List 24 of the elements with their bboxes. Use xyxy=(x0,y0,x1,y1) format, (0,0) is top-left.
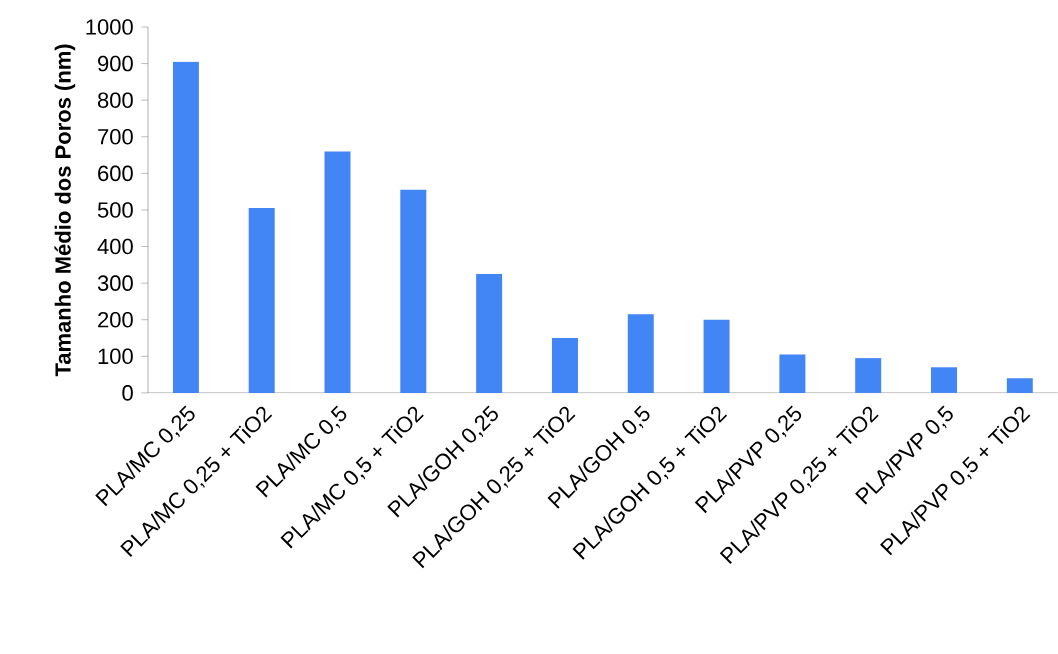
y-tick-label: 500 xyxy=(97,202,133,218)
y-tick-label: 0 xyxy=(122,385,133,401)
y-tick-label: 1000 xyxy=(86,19,133,35)
y-tick-label: 800 xyxy=(97,92,133,109)
y-tick-label: 900 xyxy=(98,55,133,72)
bar xyxy=(400,189,427,393)
bar xyxy=(931,367,958,393)
bar xyxy=(551,338,578,393)
y-tick-label: 700 xyxy=(98,129,133,145)
y-tick-label: 300 xyxy=(97,275,133,291)
bar xyxy=(627,314,654,393)
bar xyxy=(172,61,199,393)
y-axis-title: Tamanho Médio dos Poros (nm) xyxy=(54,44,76,377)
bar xyxy=(476,274,503,393)
bar xyxy=(1006,378,1033,393)
bar xyxy=(324,151,351,393)
bar xyxy=(703,319,730,393)
bar xyxy=(855,358,882,393)
bar xyxy=(248,208,275,393)
y-tick-label: 200 xyxy=(98,312,133,328)
y-tick-label: 100 xyxy=(98,348,133,365)
bar xyxy=(779,354,806,393)
y-tick-label: 600 xyxy=(98,165,133,182)
y-tick-label: 400 xyxy=(97,238,133,255)
